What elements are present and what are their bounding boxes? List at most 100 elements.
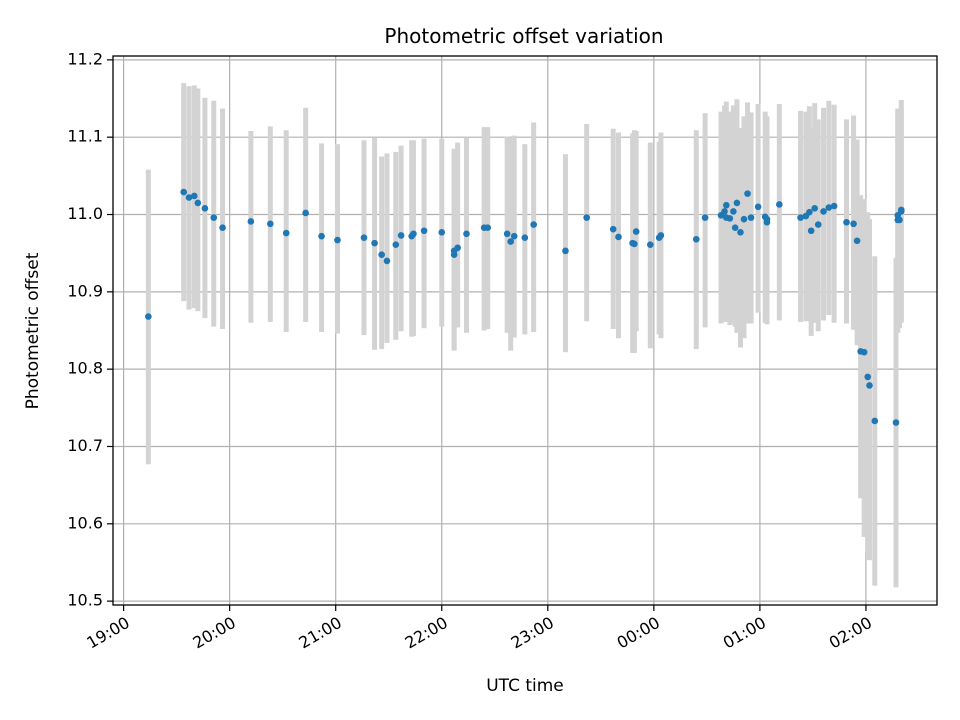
data-point xyxy=(692,235,700,243)
y-tick-label: 10.8 xyxy=(67,359,103,378)
data-point xyxy=(843,218,850,226)
data-point xyxy=(731,224,739,231)
error-bar xyxy=(584,124,590,322)
data-point xyxy=(397,232,405,239)
data-point xyxy=(897,208,905,215)
data-point xyxy=(871,417,879,425)
data-point xyxy=(267,220,274,228)
data-point xyxy=(723,201,730,209)
data-point xyxy=(562,247,569,255)
data-point xyxy=(733,199,741,207)
y-tick-label: 10.6 xyxy=(67,513,103,532)
error-bar xyxy=(812,103,818,323)
data-point xyxy=(701,214,709,221)
data-point xyxy=(896,216,903,224)
data-point xyxy=(371,239,378,247)
data-point xyxy=(853,237,861,245)
data-point xyxy=(334,236,341,244)
error-bar xyxy=(737,127,743,348)
data-point xyxy=(730,208,737,215)
data-point xyxy=(609,225,617,233)
data-point xyxy=(484,224,492,231)
error-bar xyxy=(861,199,867,537)
data-point xyxy=(378,251,385,259)
data-point xyxy=(318,232,325,240)
data-point xyxy=(860,348,868,356)
data-point xyxy=(825,204,833,211)
error-bar xyxy=(741,116,747,339)
data-point xyxy=(360,234,368,242)
data-point xyxy=(740,215,748,223)
data-point xyxy=(410,230,417,238)
data-point xyxy=(583,214,590,221)
y-tick-label: 10.9 xyxy=(67,281,103,300)
chart-title: Photometric offset variation xyxy=(384,24,663,48)
data-point xyxy=(744,190,751,197)
data-points xyxy=(145,188,905,426)
data-point xyxy=(194,199,202,207)
data-point xyxy=(191,192,198,200)
data-point xyxy=(754,203,762,211)
error-bar xyxy=(745,102,751,324)
data-point xyxy=(454,244,461,252)
data-point xyxy=(820,208,827,215)
data-point xyxy=(180,188,187,196)
data-point xyxy=(521,234,529,242)
data-point xyxy=(850,220,857,228)
error-bar xyxy=(455,142,461,328)
data-point xyxy=(814,221,822,228)
y-tick-label: 11.2 xyxy=(67,49,103,68)
x-axis-title: UTC time xyxy=(486,676,564,696)
error-bar xyxy=(734,99,740,333)
data-point xyxy=(830,202,838,210)
data-point xyxy=(503,230,511,238)
data-point xyxy=(807,227,815,235)
data-point xyxy=(282,229,290,237)
error-bar xyxy=(248,131,254,323)
data-point xyxy=(866,382,873,389)
data-point xyxy=(463,230,470,238)
data-point xyxy=(507,238,514,245)
data-point xyxy=(806,208,813,216)
error-bar xyxy=(831,104,837,323)
data-point xyxy=(811,205,818,212)
data-point xyxy=(383,257,391,265)
data-point xyxy=(721,208,728,215)
error-bar xyxy=(866,219,872,561)
plot-frame xyxy=(112,55,938,606)
y-axis: 10.5 10.6 10.7 10.8 10.9 11.0 11.1 11.2 xyxy=(67,49,113,610)
data-point xyxy=(797,214,804,221)
data-point xyxy=(438,228,446,236)
data-point xyxy=(201,205,209,212)
data-point xyxy=(219,224,226,231)
data-point xyxy=(892,419,900,426)
data-point xyxy=(210,214,218,221)
data-point xyxy=(302,209,309,217)
error-bar xyxy=(384,153,390,343)
data-point xyxy=(510,232,518,240)
data-point xyxy=(763,218,771,226)
y-tick-label: 11.1 xyxy=(67,127,103,146)
y-tick-label: 11.0 xyxy=(67,204,103,223)
y-axis-title: Photometric offset xyxy=(23,252,43,409)
data-point xyxy=(776,201,783,208)
data-point xyxy=(747,214,755,221)
y-tick-label: 10.7 xyxy=(67,436,103,455)
error-bar xyxy=(211,100,217,327)
data-point xyxy=(247,218,255,225)
error-bar xyxy=(776,103,782,321)
data-point xyxy=(145,313,152,320)
data-point xyxy=(420,227,428,235)
data-point xyxy=(657,232,665,239)
data-point xyxy=(615,233,622,241)
data-point xyxy=(647,241,654,248)
data-point xyxy=(864,373,872,381)
data-point xyxy=(632,228,640,235)
error-bar xyxy=(220,108,226,329)
y-tick-label: 10.5 xyxy=(67,591,103,610)
data-point xyxy=(726,215,734,222)
data-point xyxy=(631,240,638,248)
data-point xyxy=(737,228,744,236)
data-point xyxy=(392,241,400,248)
